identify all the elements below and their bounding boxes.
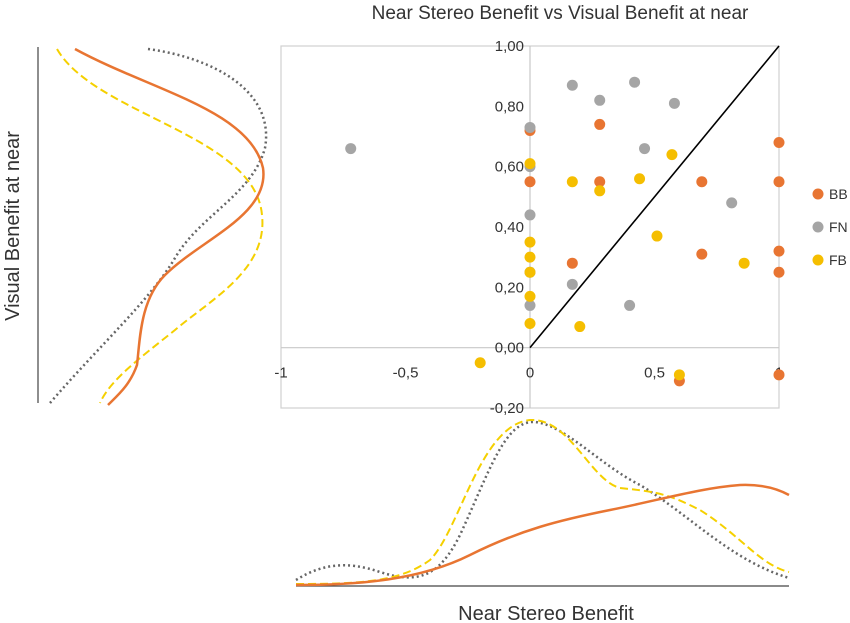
legend-marker-fn <box>812 221 824 233</box>
bottom-density-xlabel: Near Stereo Benefit <box>458 603 634 623</box>
scatter-point-fn <box>594 94 606 106</box>
left-density-fn-curve <box>49 47 268 404</box>
scatter-point-bb <box>773 137 785 149</box>
left-density-ylabel: Visual Benefit at near <box>2 131 24 321</box>
scatter-point-fb <box>524 251 536 263</box>
scatter-point-fn <box>524 209 536 221</box>
x-tick-label: -0,5 <box>393 365 419 382</box>
scatter-point-bb <box>594 118 606 130</box>
scatter-point-fb <box>524 318 536 330</box>
y-tick-label: 1,00 <box>495 38 524 55</box>
legend-label-fn: FN <box>829 219 848 235</box>
legend-marker-bb <box>812 188 824 200</box>
scatter-point-fn <box>668 97 680 109</box>
scatter-point-fb <box>524 236 536 248</box>
scatter-point-fb <box>524 290 536 302</box>
identity-line-group <box>529 45 780 349</box>
bottom-density-fb-curve <box>295 418 790 585</box>
scatter-point-bb <box>773 369 785 381</box>
scatter-point-fb <box>594 185 606 197</box>
y-tick-label: 0,20 <box>495 279 524 296</box>
scatter-point-bb <box>524 176 536 188</box>
scatter-point-fn <box>624 299 636 311</box>
x-tick-labels: -1-0,500,51 <box>274 365 783 382</box>
left-density-plot: Visual Benefit at near <box>2 47 268 406</box>
scatter-point-fn <box>639 143 651 155</box>
scatter-point-fb <box>666 149 678 161</box>
scatter-point-fb <box>524 158 536 170</box>
y-tick-label: 0,40 <box>495 219 524 236</box>
scatter-points <box>345 76 785 387</box>
bottom-density-fn-curve <box>295 420 790 582</box>
scatter-point-fb <box>673 369 685 381</box>
legend-label-fb: FB <box>829 252 847 268</box>
left-density-fb-curve <box>56 48 264 404</box>
legend-label-bb: BB <box>829 186 848 202</box>
scatter-point-bb <box>773 245 785 257</box>
scatter-point-fn <box>566 79 578 91</box>
scatter-point-fn <box>524 299 536 311</box>
scatter-point-fn <box>629 76 641 88</box>
scatter-point-fb <box>474 357 486 369</box>
left-density-bb-curve <box>74 47 265 406</box>
x-tick-label: 0,5 <box>644 365 665 382</box>
scatter-point-bb <box>696 248 708 260</box>
scatter-point-fb <box>738 257 750 269</box>
scatter-point-bb <box>594 176 606 188</box>
scatter-point-fn <box>524 121 536 133</box>
y-tick-label: 0,00 <box>495 340 524 357</box>
y-tick-label: 0,60 <box>495 159 524 176</box>
bottom-density-plot: Near Stereo Benefit <box>295 418 790 623</box>
scatter-point-fn <box>726 197 738 209</box>
identity-line <box>529 45 780 349</box>
y-tick-label: -0,20 <box>490 400 524 417</box>
scatter-point-fb <box>651 230 663 242</box>
scatter-point-fb <box>574 321 586 333</box>
scatter-point-bb <box>566 257 578 269</box>
scatter-point-fn <box>566 278 578 290</box>
scatter-point-bb <box>773 266 785 278</box>
x-tick-label: -1 <box>274 365 287 382</box>
bottom-density-bb-curve <box>295 483 790 587</box>
y-tick-labels: -0,20 0,00 0,20 0,40 0,60 0,80 1,00 <box>490 38 524 417</box>
scatter-legend: BB FN FB <box>812 186 848 268</box>
scatter-point-bb <box>773 176 785 188</box>
scatter-point-fb <box>634 173 646 185</box>
y-tick-label: 0,80 <box>495 98 524 115</box>
scatter-title: Near Stereo Benefit vs Visual Benefit at… <box>372 3 749 24</box>
scatter-point-fb <box>566 176 578 188</box>
x-tick-label: 0 <box>526 365 534 382</box>
legend-marker-fb <box>812 254 824 266</box>
scatter-point-fn <box>345 143 357 155</box>
scatter-axes <box>281 46 779 408</box>
scatter-point-fb <box>524 266 536 278</box>
scatter-point-bb <box>696 176 708 188</box>
